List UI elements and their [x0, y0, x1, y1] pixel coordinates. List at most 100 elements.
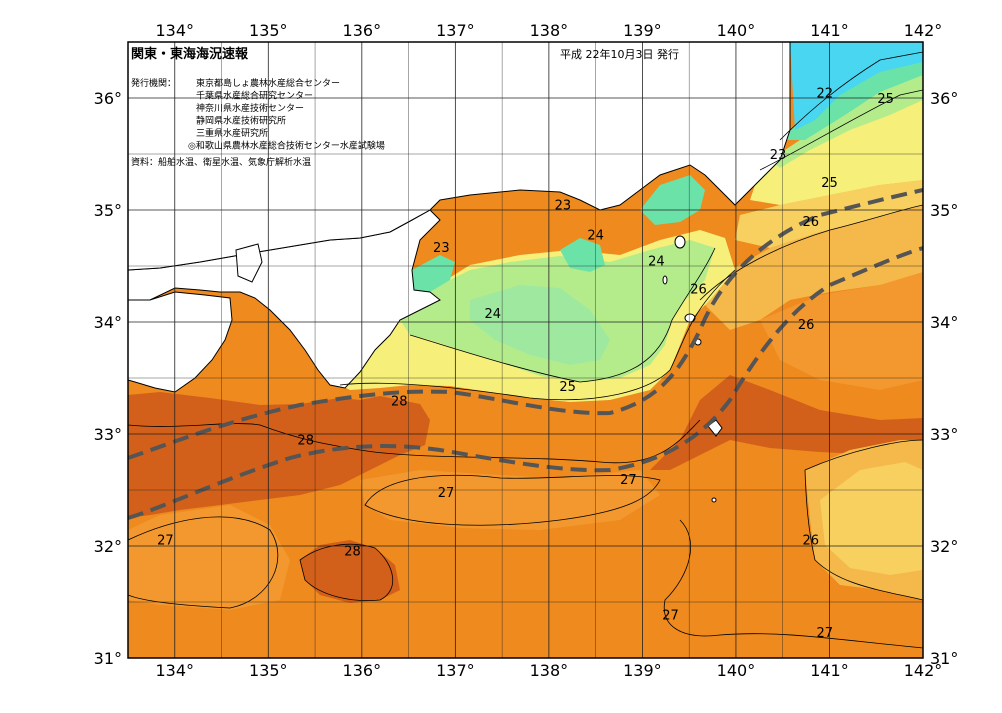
isotherm-23-northeast	[779, 51, 923, 141]
issuer-item: 静岡県水産技術研究所	[196, 115, 286, 127]
contour-label-text: 25	[821, 176, 838, 191]
contour-label-text: 25	[559, 380, 576, 395]
map-title: 関東・東海海況速報	[131, 46, 249, 62]
sea-22-northeast	[790, 42, 923, 130]
contour-label: 23	[770, 148, 787, 163]
issuers-list: 東京都島しょ農林水産総合センター千葉県水産総合研究センター神奈川県水産技術センタ…	[188, 77, 385, 152]
issuers-label: 発行機関：	[131, 77, 176, 89]
contour-label: 28	[297, 434, 314, 449]
contour-label: 27	[157, 533, 174, 548]
lat-labels-right: 31° 32° 33° 34° 35° 36°	[930, 89, 958, 668]
contour-label: 27	[620, 473, 637, 488]
contour-label: 24	[648, 254, 665, 269]
lat-label-right: 36°	[930, 89, 958, 108]
sea-28-east	[650, 375, 923, 470]
kuroshio-north-edge	[128, 188, 923, 460]
isotherm-25-northeast	[759, 89, 923, 171]
contour-label-text: 24	[587, 229, 604, 244]
lat-label-right: 34°	[930, 313, 958, 332]
land-shikoku	[128, 291, 233, 393]
lon-label-bottom: 137°	[436, 661, 475, 680]
issuer-item: 千葉県水産総合研究センター	[196, 90, 313, 102]
sea-23-ise	[412, 255, 455, 292]
lat-label-left: 32°	[94, 537, 122, 556]
lat-label-left: 34°	[94, 313, 122, 332]
kuroshio-axis	[128, 188, 923, 520]
contour-label: 23	[555, 198, 572, 213]
contour-label: 27	[817, 626, 834, 641]
lat-lon-grid	[128, 42, 923, 658]
isotherm-26-southeast	[804, 439, 923, 601]
sea-28-west	[128, 392, 430, 518]
isotherm-27-southeast	[663, 519, 923, 649]
contour-label-text: 27	[817, 626, 834, 641]
issue-date: 平成 22年10月3日 発行	[560, 47, 679, 61]
contour-label-text: 28	[391, 394, 408, 409]
contour-label-text: 22	[817, 86, 834, 101]
contour-label: 23	[433, 241, 450, 256]
contour-label-text: 27	[157, 533, 174, 548]
sea-25-southeast	[820, 462, 923, 575]
lat-labels-left: 31° 32° 33° 34° 35° 36°	[94, 89, 122, 668]
sea-28-south	[300, 540, 400, 603]
sea-265-c	[760, 270, 923, 390]
lon-label-top: 137°	[436, 21, 475, 40]
contour-label: 26	[802, 533, 819, 548]
lon-label-bottom: 134°	[155, 661, 194, 680]
contour-label-text: 28	[297, 434, 314, 449]
issuer-item: ◎和歌山県農林水産総合技術センター水産試験場	[188, 140, 385, 152]
contour-label-text: 26	[690, 282, 707, 297]
lon-labels-bottom: 134° 135° 136° 137° 138° 139° 140° 141° 142°	[155, 661, 942, 680]
contour-label: 26	[802, 215, 819, 230]
lat-label-left: 33°	[94, 425, 122, 444]
lon-label-top: 142°	[904, 21, 943, 40]
lon-label-bottom: 142°	[904, 661, 943, 680]
island-niijima	[662, 275, 668, 285]
sea-26-east	[700, 205, 923, 330]
contour-label-text: 27	[438, 486, 455, 501]
lon-label-bottom: 138°	[530, 661, 569, 680]
contour-label: 26	[690, 282, 707, 297]
contour-label-text: 26	[802, 215, 819, 230]
lon-label-bottom: 139°	[623, 661, 662, 680]
contour-label-text: 23	[433, 241, 450, 256]
contour-label: 24	[484, 307, 501, 322]
lat-label-right: 32°	[930, 537, 958, 556]
contour-label: 24	[587, 229, 604, 244]
contour-label: 25	[821, 176, 838, 191]
lon-label-top: 139°	[623, 21, 662, 40]
lon-label-bottom: 140°	[717, 661, 756, 680]
contour-label-text: 27	[620, 473, 637, 488]
contour-label-text: 26	[802, 533, 819, 548]
island-miyake	[684, 313, 696, 323]
contour-label-text: 23	[770, 148, 787, 163]
sea-265-a	[128, 505, 290, 610]
lat-label-right: 35°	[930, 201, 958, 220]
contour-labels: 22 25 23 25 23 26 24 23 24 26 24 26 25 28 28 27 27 27 28 26…	[157, 86, 894, 641]
lat-label-left: 31°	[94, 649, 122, 668]
contour-label: 25	[559, 380, 576, 395]
lat-label-left: 35°	[94, 201, 122, 220]
lon-label-bottom: 141°	[810, 661, 849, 680]
lon-label-bottom: 135°	[249, 661, 288, 680]
issuer-item: 三重県水産研究所	[196, 127, 268, 139]
contour-label: 22	[817, 86, 834, 101]
lat-label-right: 33°	[930, 425, 958, 444]
lon-label-top: 141°	[810, 21, 849, 40]
contour-label: 28	[344, 544, 361, 559]
lat-label-right: 31°	[930, 649, 958, 668]
sea-24-center	[470, 285, 610, 365]
isotherm-26-east	[699, 204, 923, 301]
island-oshima	[674, 235, 686, 249]
lat-label-left: 36°	[94, 89, 122, 108]
contour-label-text: 28	[344, 544, 361, 559]
lon-label-top: 135°	[249, 21, 288, 40]
lon-label-top: 134°	[155, 21, 194, 40]
isotherm-24	[409, 247, 716, 383]
contour-label-text: 24	[484, 307, 501, 322]
lon-label-top: 138°	[530, 21, 569, 40]
lon-labels-top: 134° 135° 136° 137° 138° 139° 140° 141° 142°	[155, 21, 942, 40]
sea-23-sagami	[640, 175, 705, 225]
land-awaji	[235, 243, 263, 283]
